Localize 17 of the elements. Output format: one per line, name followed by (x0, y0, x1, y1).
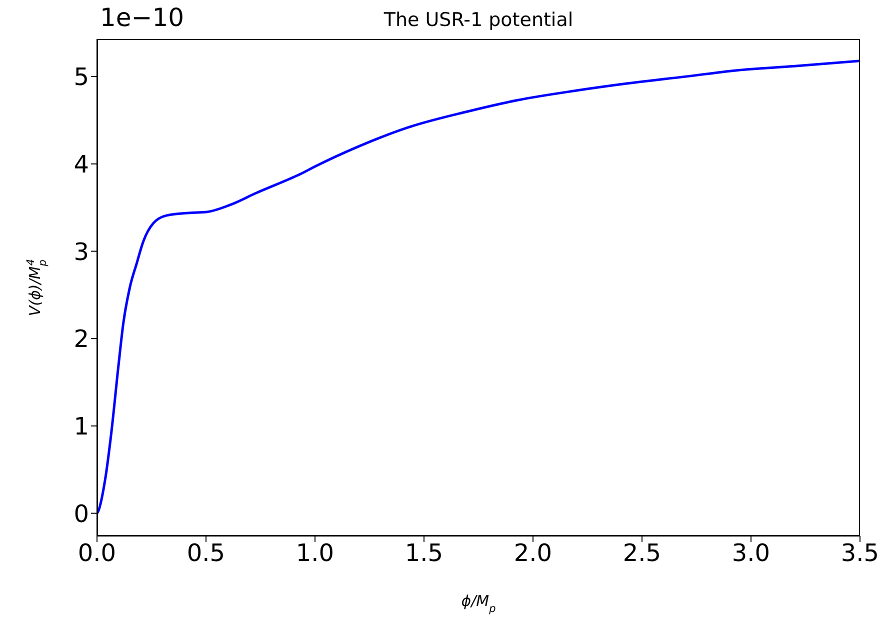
x-tick-label: 2.0 (514, 539, 552, 568)
text: 1e−10 (100, 2, 184, 34)
x-tick-label: 1.5 (404, 539, 444, 568)
y-tick-label: 2 (74, 325, 89, 354)
y-tick-label: 1 (74, 412, 89, 440)
y-tick-label: 3 (74, 238, 89, 266)
x-tick-label: 1.0 (296, 539, 334, 568)
x-axis-title: ϕ/M$_{p}$ (461, 592, 496, 615)
y-tick-label: 5 (74, 63, 89, 92)
x-tick-label: 3.5 (840, 539, 880, 568)
x-tick-label: 2.5 (622, 539, 662, 568)
x-tick-label: 0.5 (186, 539, 226, 568)
x-tick-label: 0.0 (78, 539, 116, 568)
y-tick-label: 4 (74, 150, 89, 178)
chart-title: The USR-1 potential (384, 9, 574, 31)
y-tick-label: 0 (74, 500, 89, 528)
x-tick-label: 3.0 (732, 539, 770, 568)
